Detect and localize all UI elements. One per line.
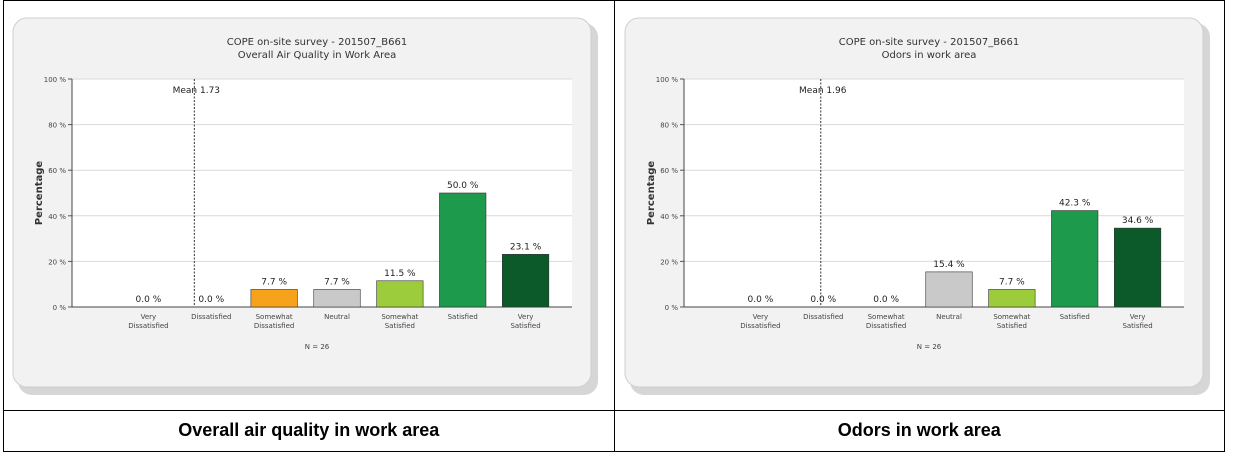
chart-title-line1: COPE on-site survey - 201507_B661 (838, 37, 1018, 48)
x-tick-label: Neutral (324, 313, 350, 321)
x-tick-label: Very (141, 313, 157, 321)
data-label: 15.4 % (933, 260, 965, 270)
plot-area (683, 79, 1184, 307)
bar (313, 289, 361, 308)
x-tick-label: Very (1129, 313, 1145, 321)
chart-cell-right: COPE on-site survey - 201507_B661 Odors i… (613, 0, 1225, 411)
x-tick-label: Somewhat (867, 313, 904, 321)
figure-table: COPE on-site survey - 201507_B661 Overall… (3, 0, 1225, 452)
data-label: 11.5 % (384, 269, 416, 279)
caption-cell-left: Overall air quality in work area (3, 410, 615, 452)
data-label: 34.6 % (1121, 216, 1153, 226)
chart-title-line1: COPE on-site survey - 201507_B661 (227, 37, 407, 48)
y-tick-label: 40 % (48, 213, 66, 221)
x-tick-label: Satisfied (448, 313, 478, 321)
data-label: 7.7 % (998, 277, 1024, 287)
x-tick-label: Dissatisfied (740, 322, 780, 330)
x-tick-label: Dissatisfied (128, 322, 168, 330)
x-tick-label: Very (752, 313, 768, 321)
x-tick-label: Dissatisfied (254, 322, 294, 330)
y-axis-label: Percentage (34, 161, 45, 226)
y-tick-label: 80 % (48, 122, 66, 130)
data-label: 7.7 % (324, 277, 350, 287)
chart-odors: COPE on-site survey - 201507_B661 Odors i… (624, 17, 1210, 395)
data-label: 7.7 % (261, 277, 287, 287)
data-label: 0.0 % (136, 295, 162, 305)
x-tick-label: Neutral (936, 313, 962, 321)
y-tick-label: 0 % (664, 304, 678, 312)
x-tick-label: Satisfied (510, 322, 540, 330)
x-tick-label: Dissatisfied (865, 322, 905, 330)
x-tick-label: Somewhat (381, 313, 418, 321)
data-label: 0.0 % (198, 295, 224, 305)
x-tick-label: Satisfied (996, 322, 1026, 330)
bar (250, 289, 298, 308)
plot-area (72, 79, 572, 307)
bar (1113, 227, 1161, 308)
x-tick-label: Somewhat (256, 313, 293, 321)
data-label: 50.0 % (447, 181, 479, 191)
data-label: 23.1 % (510, 242, 542, 252)
y-axis-label: Percentage (646, 161, 657, 226)
n-label: N = 26 (916, 343, 941, 351)
data-label: 0.0 % (747, 295, 773, 305)
y-tick-label: 0 % (53, 304, 67, 312)
y-tick-label: 60 % (660, 167, 678, 175)
chart-title-line2: Overall Air Quality in Work Area (238, 50, 397, 61)
n-label: N = 26 (305, 343, 330, 351)
y-tick-label: 60 % (48, 167, 66, 175)
y-tick-label: 100 % (44, 76, 67, 84)
y-tick-label: 100 % (655, 76, 678, 84)
data-label: 0.0 % (810, 295, 836, 305)
chart-cell-left: COPE on-site survey - 201507_B661 Overall… (3, 0, 615, 411)
x-tick-label: Somewhat (993, 313, 1030, 321)
caption-right: Odors in work area (837, 420, 1001, 440)
y-tick-label: 40 % (660, 213, 678, 221)
caption-cell-right: Odors in work area (613, 410, 1225, 452)
y-tick-label: 80 % (660, 122, 678, 130)
chart-frame-left: COPE on-site survey - 201507_B661 Overall… (12, 17, 602, 400)
bar (924, 271, 973, 308)
y-tick-label: 20 % (660, 258, 678, 266)
bar (502, 254, 550, 308)
bar (1050, 210, 1098, 308)
x-tick-label: Satisfied (1122, 322, 1152, 330)
x-tick-label: Dissatisfied (191, 313, 231, 321)
y-tick-label: 20 % (48, 258, 66, 266)
data-label: 42.3 % (1058, 199, 1090, 209)
mean-label: Mean 1.73 (173, 86, 220, 96)
bar (439, 192, 487, 308)
chart-title-line2: Odors in work area (881, 50, 976, 61)
x-tick-label: Satisfied (385, 322, 415, 330)
caption-left: Overall air quality in work area (178, 420, 440, 440)
x-tick-label: Satisfied (1059, 313, 1089, 321)
bar (376, 280, 424, 308)
x-tick-label: Very (518, 313, 534, 321)
data-label: 0.0 % (873, 295, 899, 305)
chart-frame-right: COPE on-site survey - 201507_B661 Odors i… (624, 17, 1214, 400)
bar (987, 289, 1035, 308)
mean-label: Mean 1.96 (799, 86, 847, 96)
x-tick-label: Dissatisfied (803, 313, 843, 321)
chart-air-quality: COPE on-site survey - 201507_B661 Overall… (12, 17, 598, 395)
